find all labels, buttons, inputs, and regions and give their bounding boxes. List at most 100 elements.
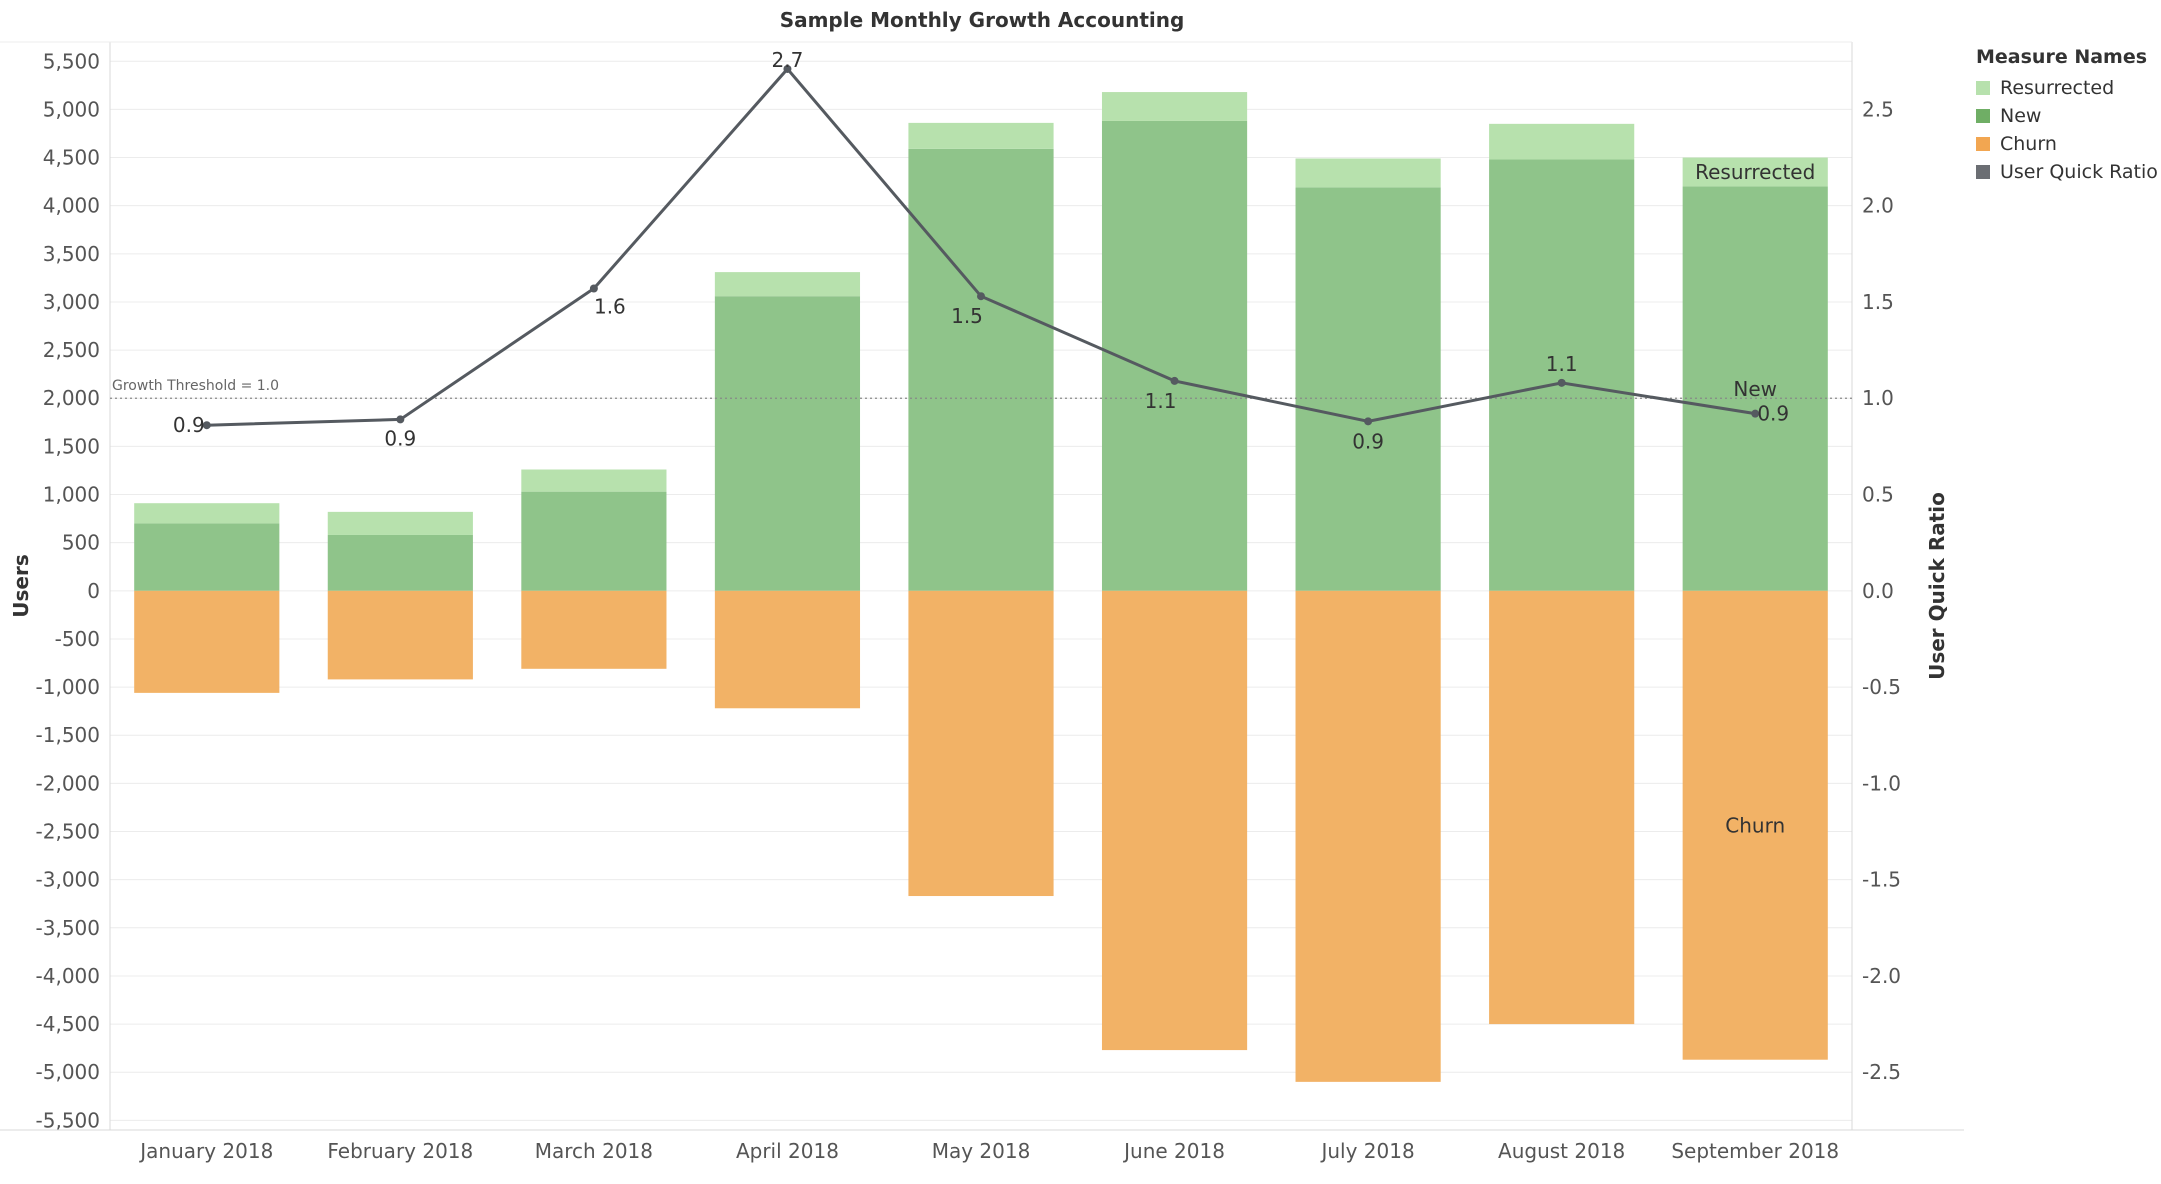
legend-items: Resurrected New Churn User Quick Ratio [1976, 74, 2158, 186]
legend-item: Resurrected [1976, 74, 2158, 102]
y-tick-label: 4,000 [43, 194, 100, 218]
x-tick-label: September 2018 [1671, 1139, 1839, 1163]
y-tick-label: -2,000 [36, 771, 100, 795]
y2-tick-label: 1.0 [1862, 386, 1894, 410]
annotation-new: New [1733, 377, 1777, 401]
bar-resurrected [908, 122, 1054, 149]
ratio-point [1751, 409, 1760, 418]
bar-churn [134, 590, 280, 693]
bar-new [908, 148, 1054, 591]
bar-churn [908, 590, 1054, 897]
y-tick-label: 4,500 [43, 146, 100, 170]
legend-swatch [1976, 165, 1990, 179]
bar-churn [1682, 590, 1828, 1060]
bar-new [1489, 159, 1635, 591]
y2-tick-label: -2.5 [1862, 1060, 1901, 1084]
ratio-data-label: 1.1 [1145, 389, 1177, 413]
y-tick-label: 1,500 [43, 434, 100, 458]
chart-svg: 5,500 5,000 4,500 4,000 3,500 3,000 2,500 2,000… [0, 41, 1964, 1163]
y-tick-label: 2,500 [43, 338, 100, 362]
ratio-data-label: 0.9 [1757, 402, 1789, 426]
reference-line-label: Growth Threshold = 1.0 [112, 378, 279, 394]
bar-new [327, 534, 473, 591]
ratio-point [1557, 378, 1566, 387]
chart-title: Sample Monthly Growth Accounting [779, 8, 1185, 32]
y-tick-label: 500 [62, 531, 100, 555]
y-tick-label: -1,500 [36, 723, 100, 747]
bar-resurrected [1682, 157, 1828, 187]
bar-new [714, 296, 861, 591]
x-tick-label: January 2018 [138, 1139, 273, 1163]
legend-swatch [1976, 81, 1990, 95]
y2-tick-label: -1.0 [1862, 771, 1901, 795]
x-tick-label: March 2018 [535, 1139, 653, 1163]
annotation-churn: Churn [1725, 813, 1785, 837]
ratio-data-label: 1.1 [1546, 352, 1578, 376]
x-tick-label: June 2018 [1122, 1139, 1225, 1163]
bar-churn [327, 590, 473, 680]
y2-tick-label: 0.0 [1862, 579, 1894, 603]
bar-new [1295, 187, 1441, 591]
ratio-point [202, 421, 211, 430]
bar-new [1101, 120, 1248, 591]
x-tick-label: August 2018 [1498, 1139, 1625, 1163]
x-tick-label: May 2018 [932, 1139, 1031, 1163]
y-tick-label: 5,000 [43, 97, 100, 121]
x-tick-label: April 2018 [736, 1139, 839, 1163]
y2-tick-label: -0.5 [1862, 675, 1901, 699]
x-tick-label: February 2018 [327, 1139, 473, 1163]
y-tick-label: -500 [55, 627, 100, 651]
legend-label: Resurrected [2000, 77, 2115, 99]
ratio-data-label: 1.6 [594, 294, 626, 318]
bar-churn [1101, 590, 1248, 1051]
legend-label: User Quick Ratio [2000, 161, 2158, 183]
legend-item: New [1976, 102, 2158, 130]
ratio-point [396, 415, 405, 424]
y2-tick-label: -2.0 [1862, 964, 1901, 988]
y-tick-label: -1,000 [36, 675, 100, 699]
bar-new [1682, 186, 1828, 591]
legend: Measure Names Resurrected New Churn User Qu… [1976, 46, 2158, 186]
y2-tick-label: 1.5 [1862, 290, 1894, 314]
ratio-data-label: 0.9 [173, 413, 205, 437]
bar-resurrected [1489, 123, 1635, 160]
y-tick-label: -5,000 [36, 1060, 100, 1084]
y-tick-label: -2,500 [36, 820, 100, 844]
ratio-point [589, 284, 598, 293]
y2-axis-title: User Quick Ratio [1925, 492, 1949, 680]
y-tick-label: -4,000 [36, 964, 100, 988]
bar-churn [1295, 590, 1441, 1082]
ratio-point [977, 292, 985, 301]
bar-resurrected [327, 511, 473, 535]
y-tick-label: 0 [87, 579, 100, 603]
annotation-resurrected: Resurrected [1695, 160, 1815, 184]
y-tick-label: 1,000 [43, 483, 100, 507]
bar-resurrected [1295, 158, 1441, 188]
y-tick-label: -3,500 [36, 916, 100, 940]
ratio-data-label: 1.5 [951, 304, 983, 328]
y-tick-label: -3,000 [36, 868, 100, 892]
legend-title: Measure Names [1976, 46, 2148, 68]
y-axis-title: Users [9, 554, 33, 617]
bar-churn [1489, 590, 1635, 1025]
bar-resurrected [714, 272, 861, 297]
ratio-data-label: 0.9 [1352, 429, 1384, 453]
y2-tick-label: 2.5 [1862, 97, 1894, 121]
legend-label: Churn [2000, 133, 2057, 155]
x-tick-label: July 2018 [1319, 1139, 1414, 1163]
legend-swatch [1976, 137, 1990, 151]
legend-item: Churn [1976, 130, 2158, 158]
bar-churn [714, 590, 861, 709]
ratio-data-label: 2.7 [772, 48, 804, 72]
legend-item: User Quick Ratio [1976, 158, 2158, 186]
y-tick-label: 5,500 [43, 49, 100, 73]
y-tick-label: 3,000 [43, 290, 100, 314]
y-tick-label: 2,000 [43, 386, 100, 410]
y2-tick-label: -1.5 [1862, 868, 1901, 892]
legend-swatch [1976, 109, 1990, 123]
y-tick-label: 3,500 [43, 242, 100, 266]
bar-resurrected [521, 469, 667, 492]
ratio-point [783, 64, 792, 73]
ratio-data-label: 0.9 [384, 426, 416, 450]
